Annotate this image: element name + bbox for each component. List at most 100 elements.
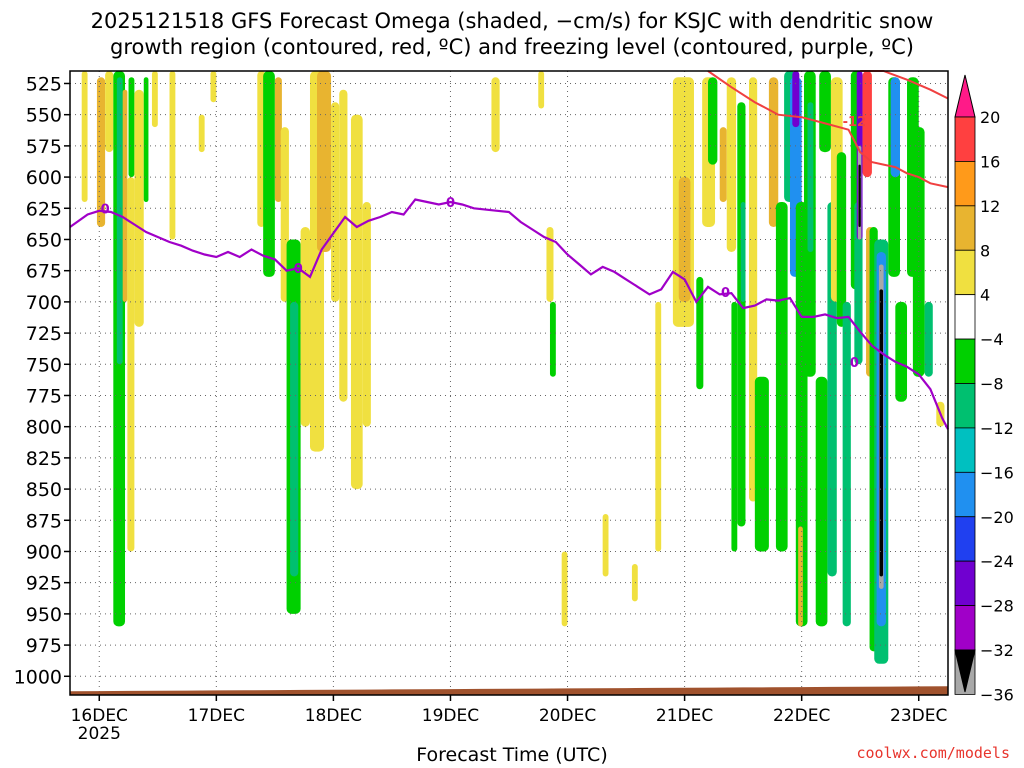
freezing-level-label-3: 0	[721, 286, 730, 301]
y-tick-label-10: 775	[26, 385, 62, 407]
omega-shade-26	[362, 202, 371, 427]
omega-shade-19	[290, 301, 299, 577]
colorbar-label-0: 20	[980, 108, 1000, 127]
colorbar-label-3: 8	[980, 241, 990, 260]
dgz-label: -12	[843, 115, 867, 130]
omega-shade-60	[836, 152, 847, 327]
omega-shade-75	[890, 77, 901, 178]
y-tick-label-12: 825	[26, 448, 62, 470]
dgz-contour	[707, 70, 949, 189]
omega-shade-39	[708, 77, 718, 165]
freezing-level-label-0: 0	[101, 202, 110, 217]
y-tick-label-16: 925	[26, 573, 62, 595]
colorbar-box-8	[954, 427, 976, 473]
contour-layer: 0 0 0 0 0 -12	[69, 70, 949, 430]
colorbar-label-4: 4	[980, 286, 990, 305]
omega-shade-12	[198, 114, 205, 153]
omega-shade-4	[116, 77, 123, 365]
omega-shade-42	[731, 301, 738, 552]
x-tick-label-7: 23DEC	[890, 706, 947, 726]
y-tick-label-15: 900	[26, 541, 62, 563]
omega-shade-79	[924, 301, 933, 377]
omega-shade-40	[719, 127, 727, 203]
y-tick-label-19: 1000	[14, 666, 62, 688]
y-tick-label-18: 975	[26, 635, 62, 657]
y-tick-label-13: 850	[26, 479, 62, 501]
x-tick-label-0: 16DEC	[71, 706, 128, 726]
colorbar-label-12: −32	[980, 641, 1014, 660]
chart-title-line1: 2025121518 GFS Forecast Omega (shaded, −…	[90, 9, 934, 33]
omega-shade-7	[128, 77, 135, 178]
omega-shade-9	[143, 77, 149, 203]
colorbar-label-10: −24	[980, 552, 1014, 571]
ground-layer	[70, 686, 948, 695]
omega-shade-37	[696, 276, 704, 390]
x-tick-label-2: 18DEC	[305, 706, 362, 726]
y-tick-label-14: 875	[26, 510, 62, 532]
y-tick-label-6: 675	[26, 261, 62, 283]
omega-shade-32	[602, 514, 609, 577]
x-tick-label-6: 22DEC	[773, 706, 830, 726]
x-tick-label-3: 19DEC	[422, 706, 479, 726]
omega-shade-5	[122, 89, 128, 302]
omega-shade-16	[274, 77, 282, 203]
omega-shade-76	[895, 301, 908, 402]
colorbar-bottom-arrow	[954, 649, 976, 693]
omega-shade-66	[858, 164, 861, 227]
omega-shade-63	[854, 202, 863, 365]
y-tick-label-2: 575	[26, 136, 62, 158]
freezing-level-label-4: 0	[850, 356, 859, 371]
omega-shade-48	[775, 202, 788, 552]
omega-shade-33	[631, 563, 638, 602]
y-tick-label-9: 750	[26, 354, 62, 376]
y-tick-label-5: 650	[26, 229, 62, 251]
colorbar-label-6: −8	[980, 375, 1004, 394]
omega-shade-51	[792, 71, 800, 128]
y-tick-label-8: 725	[26, 323, 62, 345]
colorbar-label-7: −12	[980, 419, 1014, 438]
colorbar-box-4	[954, 249, 976, 296]
y-tick-label-11: 800	[26, 417, 62, 439]
colorbar-label-5: −4	[980, 330, 1004, 349]
omega-shade-28	[538, 71, 545, 109]
y-axis: 525 550 575 600 625 650 675 700 725 750 775 800 825 8…	[14, 73, 70, 688]
colorbar-box-7	[954, 383, 976, 429]
x-axis-label: Forecast Time (UTC)	[416, 744, 608, 766]
x-tick-year: 2025	[78, 724, 121, 744]
omega-shade-29	[546, 227, 554, 302]
omega-shade-30	[549, 301, 556, 377]
colorbar-box-10	[954, 516, 976, 562]
omega-shade-13	[210, 71, 217, 103]
colorbar-box-3	[954, 205, 976, 251]
freezing-level-contour	[69, 198, 949, 430]
y-tick-label-3: 600	[26, 167, 62, 189]
x-axis: 16DEC 17DEC 18DEC 19DEC 20DEC 21DEC 22DEC 23DEC…	[71, 695, 947, 744]
omega-shade-8	[134, 89, 144, 327]
omega-shade-24	[339, 89, 348, 402]
omega-shade-0	[81, 71, 88, 203]
omega-shade-41	[726, 77, 737, 252]
dgz-contour-upper	[860, 70, 949, 100]
x-tick-label-5: 21DEC	[656, 706, 713, 726]
grid-layer	[70, 71, 948, 695]
colorbar-box-12	[954, 605, 976, 651]
colorbar-label-1: 16	[980, 152, 1000, 171]
omega-shade-1	[96, 77, 106, 228]
colorbar-label-2: 12	[980, 197, 1000, 216]
omega-shade-46	[754, 376, 769, 552]
ground-strip	[70, 686, 948, 695]
omega-shade-10	[151, 71, 158, 128]
y-tick-label-4: 625	[26, 198, 62, 220]
colorbar-box-2	[954, 161, 976, 207]
omega-shade-31	[561, 551, 568, 627]
omega-shade-22	[317, 71, 332, 252]
omega-shade-36	[678, 177, 691, 302]
omega-shading-layer	[81, 71, 945, 664]
omega-shade-34	[655, 301, 662, 552]
omega-shade-56	[815, 376, 828, 627]
credit-text: coolwx.com/models	[856, 744, 1010, 762]
colorbar-box-1	[954, 116, 976, 162]
omega-shade-61	[842, 301, 851, 627]
x-tick-label-4: 20DEC	[539, 706, 596, 726]
